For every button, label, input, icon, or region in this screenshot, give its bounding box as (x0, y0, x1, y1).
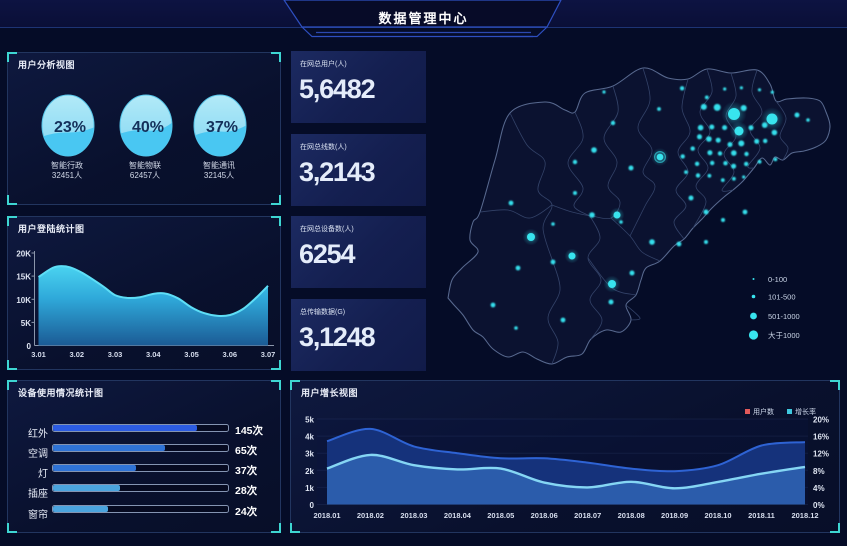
svg-text:3k: 3k (305, 450, 314, 459)
svg-text:3.06: 3.06 (222, 350, 237, 359)
svg-text:2018.07: 2018.07 (574, 511, 601, 520)
svg-text:5k: 5k (305, 416, 314, 425)
svg-text:2018.01: 2018.01 (313, 511, 340, 520)
svg-text:2018.06: 2018.06 (531, 511, 558, 520)
svg-text:2018.05: 2018.05 (487, 511, 514, 520)
svg-text:2018.11: 2018.11 (748, 511, 775, 520)
svg-text:2018.03: 2018.03 (400, 511, 427, 520)
svg-text:10K: 10K (16, 296, 31, 305)
svg-text:12%: 12% (813, 450, 829, 459)
svg-text:4%: 4% (813, 484, 825, 493)
svg-text:15K: 15K (16, 273, 31, 282)
svg-text:3.02: 3.02 (69, 350, 84, 359)
svg-text:2018.12: 2018.12 (791, 511, 818, 520)
svg-text:20%: 20% (813, 416, 829, 425)
svg-text:501-1000: 501-1000 (768, 312, 800, 321)
svg-text:3.07: 3.07 (261, 350, 276, 359)
svg-text:23%: 23% (54, 119, 86, 136)
svg-text:3.04: 3.04 (146, 350, 161, 359)
svg-text:2k: 2k (305, 467, 314, 476)
svg-text:2018.10: 2018.10 (704, 511, 731, 520)
svg-text:20K: 20K (16, 250, 31, 259)
svg-text:0: 0 (310, 501, 315, 510)
svg-text:1k: 1k (305, 484, 314, 493)
svg-text:5K: 5K (21, 319, 31, 328)
svg-text:4k: 4k (305, 433, 314, 442)
svg-text:16%: 16% (813, 433, 829, 442)
svg-text:0-100: 0-100 (768, 275, 787, 284)
svg-text:40%: 40% (132, 119, 164, 136)
svg-text:2018.02: 2018.02 (357, 511, 384, 520)
svg-text:2018.04: 2018.04 (444, 511, 472, 520)
svg-text:3.05: 3.05 (184, 350, 199, 359)
svg-text:101-500: 101-500 (768, 293, 796, 302)
svg-text:2018.08: 2018.08 (618, 511, 645, 520)
svg-text:大于1000: 大于1000 (768, 330, 800, 340)
svg-text:8%: 8% (813, 467, 825, 476)
svg-text:0%: 0% (813, 501, 825, 510)
svg-text:37%: 37% (206, 119, 238, 136)
svg-text:0: 0 (27, 342, 32, 351)
svg-text:2018.09: 2018.09 (661, 511, 688, 520)
svg-text:3.03: 3.03 (108, 350, 123, 359)
svg-text:3.01: 3.01 (31, 350, 46, 359)
